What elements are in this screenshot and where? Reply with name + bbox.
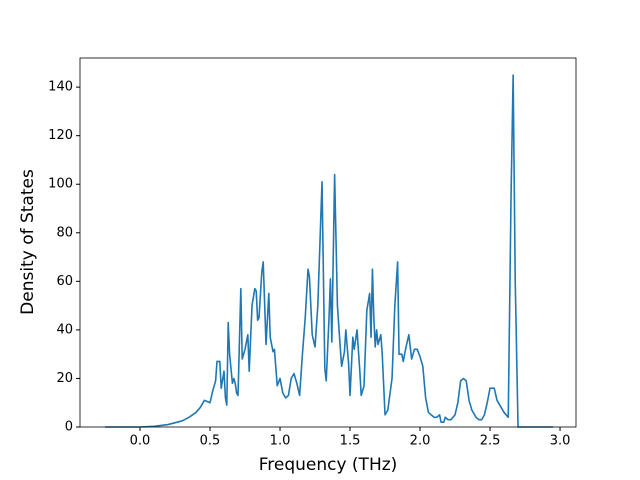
x-tick-label: 2.0 bbox=[410, 434, 431, 449]
y-tick-label: 140 bbox=[48, 80, 73, 95]
x-tick-label: 1.0 bbox=[270, 434, 291, 449]
x-tick-label: 1.5 bbox=[340, 434, 361, 449]
y-tick-label: 80 bbox=[56, 225, 73, 240]
y-tick-label: 100 bbox=[48, 177, 73, 192]
y-tick-label: 120 bbox=[48, 128, 73, 143]
y-tick-label: 20 bbox=[56, 371, 73, 386]
y-tick-label: 60 bbox=[56, 274, 73, 289]
plot-frame bbox=[79, 57, 577, 428]
y-tick-label: 0 bbox=[65, 420, 73, 435]
data-line bbox=[105, 74, 554, 428]
y-tick-label: 40 bbox=[56, 322, 73, 337]
x-tick-label: 2.5 bbox=[480, 434, 501, 449]
x-tick-label: 0.0 bbox=[130, 434, 151, 449]
x-tick-label: 0.5 bbox=[200, 434, 221, 449]
y-axis-title: Density of States bbox=[18, 169, 38, 315]
x-axis-title: Frequency (THz) bbox=[259, 455, 398, 475]
x-tick-label: 3.0 bbox=[550, 434, 571, 449]
